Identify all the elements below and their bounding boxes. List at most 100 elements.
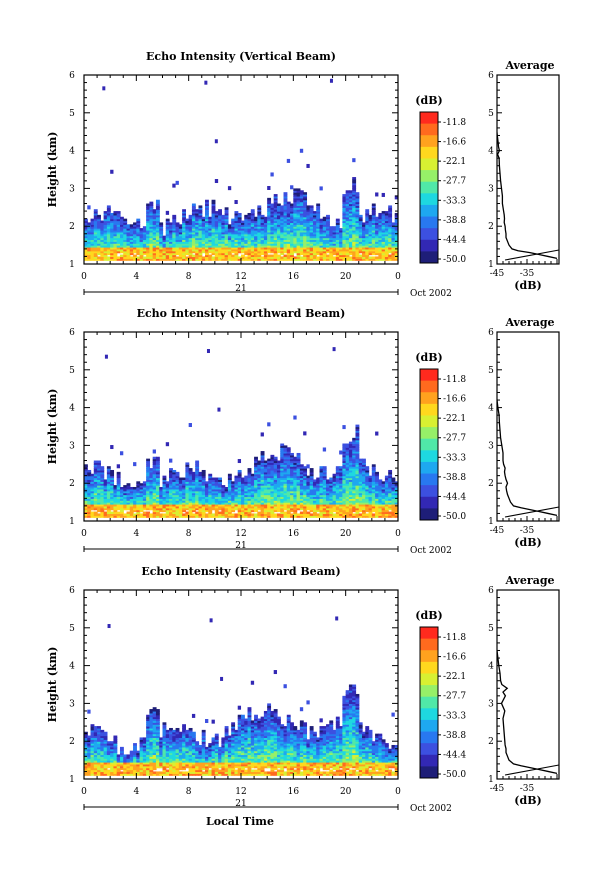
heatmap-cell <box>391 246 396 250</box>
heatmap-cell <box>296 473 301 477</box>
heatmap-cell <box>358 214 363 218</box>
heatmap-cell <box>247 515 252 518</box>
heatmap-cell <box>388 205 393 208</box>
heatmap-cell <box>267 483 272 486</box>
heatmap-cell <box>299 243 304 246</box>
heatmap-cell <box>394 488 398 492</box>
heatmap-cell <box>93 468 98 471</box>
heatmap-cell <box>352 201 357 205</box>
heatmap-cell <box>345 509 350 513</box>
heatmap-cell <box>371 246 376 250</box>
heatmap-cell <box>247 502 252 505</box>
heatmap-cell <box>133 245 137 248</box>
heatmap-cell <box>84 485 88 488</box>
heatmap-cell <box>227 186 232 191</box>
heatmap-cell <box>296 201 301 205</box>
heatmap-cell <box>394 498 398 501</box>
heatmap-cell <box>280 246 285 250</box>
heatmap-cell <box>155 483 160 486</box>
heatmap-cell <box>339 503 343 507</box>
colorbar-swatch <box>420 251 438 264</box>
x-tick-label: 12 <box>235 272 246 282</box>
heatmap-cell <box>290 256 294 259</box>
heatmap-cell <box>175 250 180 254</box>
heatmap-cell <box>103 241 108 244</box>
heatmap-cell <box>254 515 258 518</box>
heatmap-cell <box>254 237 258 241</box>
heatmap-cell <box>198 224 203 227</box>
heatmap-cell <box>368 507 373 511</box>
heatmap-cell <box>100 469 105 473</box>
heatmap-cell <box>257 494 262 498</box>
heatmap-cell <box>116 226 121 229</box>
heatmap-cell <box>126 503 131 507</box>
heatmap-cell <box>129 239 134 242</box>
heatmap-cell <box>257 220 262 224</box>
heatmap-cell <box>348 190 353 193</box>
heatmap-cell <box>368 515 373 518</box>
heatmap-cell <box>165 241 170 244</box>
heatmap-cell <box>335 241 340 244</box>
heatmap-cell <box>267 475 272 479</box>
heatmap-cell <box>211 502 216 505</box>
heatmap-cell <box>152 211 157 214</box>
heatmap-cell <box>149 475 154 479</box>
heatmap-cell <box>234 475 239 479</box>
heatmap-cell <box>113 239 118 242</box>
heatmap-cell <box>388 233 393 237</box>
heatmap-cell <box>155 209 160 212</box>
heatmap-cell <box>276 212 281 216</box>
heatmap-cell <box>149 245 154 248</box>
heatmap-cell <box>224 218 229 222</box>
heatmap-cell <box>119 492 124 496</box>
heatmap-cell <box>214 256 219 259</box>
heatmap-cell <box>309 490 314 494</box>
heatmap-cell <box>169 513 173 516</box>
heatmap-cell <box>365 490 370 494</box>
heatmap-cell <box>306 485 311 488</box>
heatmap-cell <box>201 233 206 237</box>
heatmap-cell <box>155 496 160 499</box>
heatmap-cell <box>87 224 92 227</box>
heatmap-cell <box>247 507 252 511</box>
heatmap-cell <box>375 256 379 259</box>
heatmap-cell <box>185 513 190 516</box>
heatmap-cell <box>280 505 285 509</box>
heatmap-cell <box>348 469 353 473</box>
heatmap-cell <box>290 245 294 248</box>
heatmap-cell <box>126 498 131 501</box>
heatmap-cell <box>293 479 298 482</box>
heatmap-cell <box>257 468 262 471</box>
heatmap-cell <box>136 243 141 246</box>
heatmap-cell <box>182 228 186 231</box>
heatmap-cell <box>355 231 360 235</box>
heatmap-cell <box>329 237 334 241</box>
heatmap-cell <box>188 475 193 479</box>
heatmap-cell <box>149 216 154 220</box>
heatmap-cell <box>260 502 265 505</box>
heatmap-cell <box>352 184 357 188</box>
heatmap-cell <box>126 224 131 227</box>
heatmap-cell <box>326 254 330 258</box>
heatmap-cell <box>260 214 265 218</box>
heatmap-cell <box>116 220 121 224</box>
heatmap-cell <box>211 492 216 496</box>
heatmap-cell <box>165 485 170 488</box>
heatmap-cell <box>273 486 278 490</box>
heatmap-cell <box>378 228 383 231</box>
heatmap-cell <box>198 505 203 509</box>
heatmap-cell <box>123 507 128 511</box>
heatmap-cell <box>182 496 186 499</box>
heatmap-cell <box>381 256 386 259</box>
heatmap-cell <box>309 488 314 492</box>
heatmap-cell <box>355 228 360 231</box>
heatmap-cell <box>355 494 360 498</box>
heatmap-cell <box>185 233 190 237</box>
heatmap-cell <box>299 203 304 207</box>
heatmap-cell <box>195 243 200 246</box>
heatmap-cell <box>391 258 396 261</box>
heatmap-cell <box>152 471 157 475</box>
heatmap-cell <box>263 485 268 488</box>
heatmap-cell <box>270 515 275 518</box>
heatmap-cell <box>188 214 193 218</box>
